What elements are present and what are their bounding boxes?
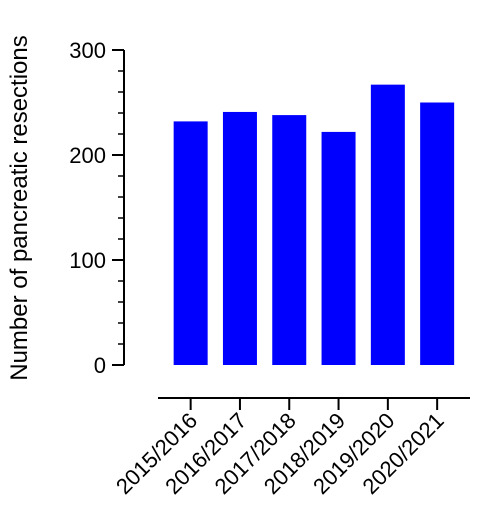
bars <box>173 84 455 366</box>
bar <box>420 102 455 365</box>
y-tick-label: 0 <box>94 353 106 378</box>
y-tick-label: 300 <box>69 38 106 63</box>
y-tick-label: 100 <box>69 248 106 273</box>
bar <box>173 121 208 366</box>
y-axis: 0 100 200 300 <box>69 38 125 378</box>
bar <box>370 84 405 366</box>
bar <box>222 111 257 365</box>
bar <box>272 115 307 365</box>
bar <box>321 131 356 365</box>
y-tick-label: 200 <box>69 143 106 168</box>
y-axis-title: Number of pancreatic resections <box>6 35 33 381</box>
x-axis: 2015/20162016/20172017/20182018/20192019… <box>111 397 470 499</box>
